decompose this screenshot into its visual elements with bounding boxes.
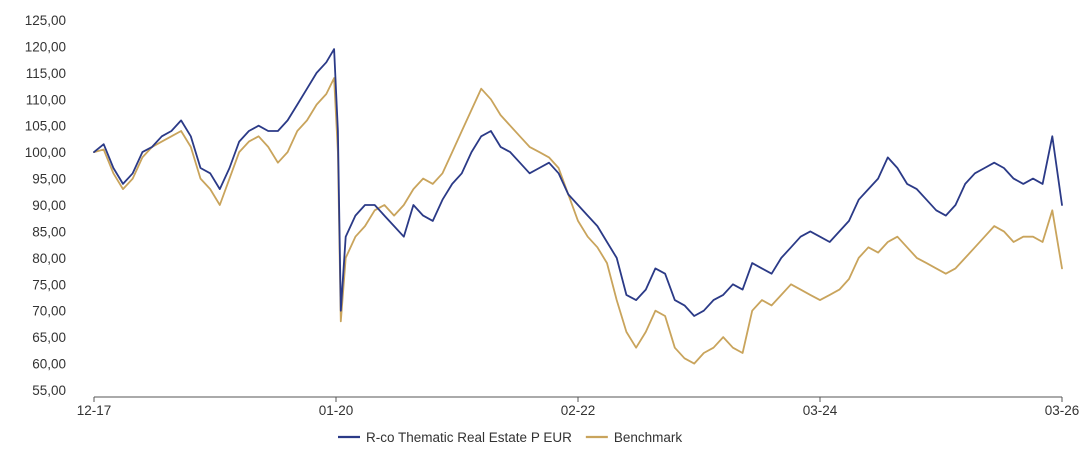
series-line-fund xyxy=(93,48,1063,317)
series-line-benchmark xyxy=(93,77,1063,365)
x-tick-label: 03-26 xyxy=(1045,403,1080,418)
x-tick-label: 01-20 xyxy=(319,403,354,418)
x-axis: 12-17 01-20 02-22 03-24 03-26 xyxy=(77,396,1080,418)
legend: R-co Thematic Real Estate P EUR Benchmark xyxy=(338,430,682,445)
x-tick-label: 02-22 xyxy=(561,403,596,418)
y-tick-label: 100,00 xyxy=(25,145,66,160)
y-tick-label: 70,00 xyxy=(32,304,66,319)
y-tick-label: 80,00 xyxy=(32,251,66,266)
y-tick-label: 95,00 xyxy=(32,172,66,187)
y-tick-label: 105,00 xyxy=(25,119,66,134)
y-tick-label: 120,00 xyxy=(25,39,66,54)
legend-label: R-co Thematic Real Estate P EUR xyxy=(366,430,572,445)
y-tick-label: 85,00 xyxy=(32,224,66,239)
y-tick-label: 110,00 xyxy=(26,92,66,107)
x-tick-label: 03-24 xyxy=(803,403,838,418)
y-tick-label: 125,00 xyxy=(25,13,66,28)
y-axis: 55,00 60,00 65,00 70,00 75,00 80,00 85,00 90,00… xyxy=(25,13,66,398)
series-layer xyxy=(93,48,1063,365)
x-tick-label: 12-17 xyxy=(77,403,112,418)
y-tick-label: 65,00 xyxy=(32,330,66,345)
y-tick-label: 75,00 xyxy=(32,277,66,292)
y-tick-label: 55,00 xyxy=(32,383,66,398)
y-tick-label: 115,00 xyxy=(26,66,66,81)
y-tick-label: 60,00 xyxy=(32,357,66,372)
legend-label: Benchmark xyxy=(614,430,683,445)
y-tick-label: 90,00 xyxy=(32,198,66,213)
